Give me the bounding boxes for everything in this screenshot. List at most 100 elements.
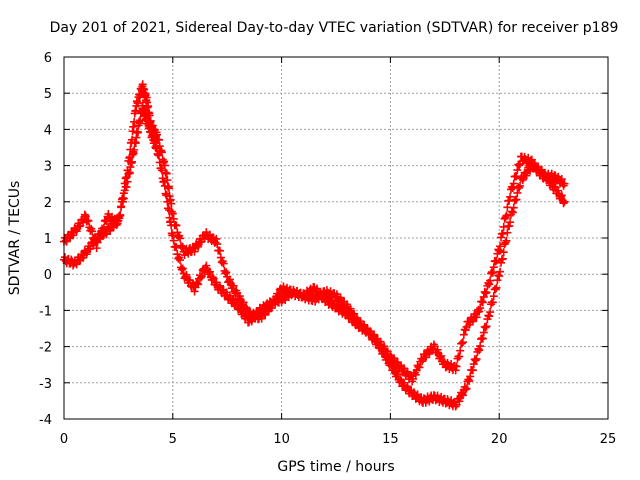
plot-frame [63, 56, 609, 420]
data-point [485, 280, 494, 289]
x-tick-labels: 0 5 10 15 20 25 [60, 432, 616, 447]
data-point [270, 296, 279, 305]
data-point [534, 163, 543, 172]
data-point [455, 397, 464, 406]
data-point [425, 349, 434, 358]
data-point [497, 258, 506, 267]
data-point [515, 161, 524, 170]
data-point [96, 234, 105, 243]
data-point [506, 218, 515, 227]
data-point [271, 298, 280, 307]
data-point [72, 227, 81, 236]
x-tick-label: 25 [600, 432, 617, 447]
y-tick-label: 5 [44, 87, 52, 102]
data-point [202, 261, 211, 270]
data-point [196, 273, 205, 282]
data-point [174, 232, 183, 241]
y-tick-label: 0 [44, 268, 52, 283]
data-point [169, 214, 178, 223]
data-point [168, 209, 177, 218]
data-point [92, 244, 101, 253]
x-axis-label: GPS time / hours [277, 459, 394, 475]
data-point [461, 385, 470, 394]
series-track-a [60, 101, 569, 411]
data-point [235, 292, 244, 301]
data-point [546, 179, 555, 188]
data-point [498, 254, 507, 263]
data-point [472, 354, 481, 363]
y-tick-label: 1 [44, 232, 52, 247]
data-point [117, 202, 126, 211]
data-point [370, 330, 379, 339]
data-point [239, 298, 248, 307]
data-point [458, 390, 467, 399]
data-point [472, 313, 481, 322]
data-point [560, 179, 569, 188]
y-tick-label: 3 [44, 160, 52, 175]
data-point [176, 256, 185, 265]
data-point [176, 234, 185, 243]
data-point [495, 246, 504, 255]
data-point [242, 303, 251, 312]
data-point [157, 148, 166, 157]
data-point [556, 192, 565, 201]
data-point [497, 233, 506, 242]
data-point [560, 197, 569, 206]
data-point [550, 182, 559, 191]
data-point [482, 288, 491, 297]
data-point [411, 370, 420, 379]
data-point [516, 181, 525, 190]
data-point [508, 184, 517, 193]
data-point [468, 317, 477, 326]
data-point [499, 248, 508, 257]
data-point [512, 195, 521, 204]
data-point [82, 250, 91, 259]
y-tick-label: -1 [39, 304, 52, 319]
data-point [492, 283, 501, 292]
data-point [216, 253, 225, 262]
data-point [491, 285, 500, 294]
data-point [456, 346, 465, 355]
data-point [125, 153, 134, 162]
data-point [475, 307, 484, 316]
data-point [485, 312, 494, 321]
data-point [458, 339, 467, 348]
data-point [205, 267, 214, 276]
data-point [229, 281, 238, 290]
data-point [225, 291, 234, 300]
data-point [178, 264, 187, 273]
data-point [462, 384, 471, 393]
y-tick-label: 6 [44, 51, 52, 66]
data-point [120, 179, 129, 188]
data-point [522, 171, 531, 180]
data-point [501, 213, 510, 222]
data-point [493, 276, 502, 285]
data-point [194, 280, 203, 289]
data-point [557, 175, 566, 184]
data-point [312, 284, 321, 293]
data-point [167, 199, 176, 208]
data-point [458, 338, 467, 347]
series-track-b [60, 80, 569, 386]
data-point [492, 256, 501, 265]
data-point [513, 166, 522, 175]
data-point [502, 236, 511, 245]
data-point [471, 356, 480, 365]
data-point [212, 234, 221, 243]
data-point [169, 236, 178, 245]
data-point [118, 195, 127, 204]
y-tick-label: 4 [44, 123, 52, 138]
data-point [172, 221, 181, 230]
y-tick-labels: -4 -3 -2 -1 0 1 2 3 4 5 6 [39, 51, 52, 428]
data-point [482, 322, 491, 331]
data-point [194, 242, 203, 251]
data-point [390, 354, 399, 363]
x-tick-label: 5 [169, 432, 177, 447]
data-point [160, 161, 169, 170]
data-point [122, 183, 131, 192]
data-point [437, 351, 446, 360]
data-point [273, 292, 282, 301]
data-point [128, 135, 136, 144]
data-point [122, 173, 131, 182]
data-point [257, 314, 266, 323]
